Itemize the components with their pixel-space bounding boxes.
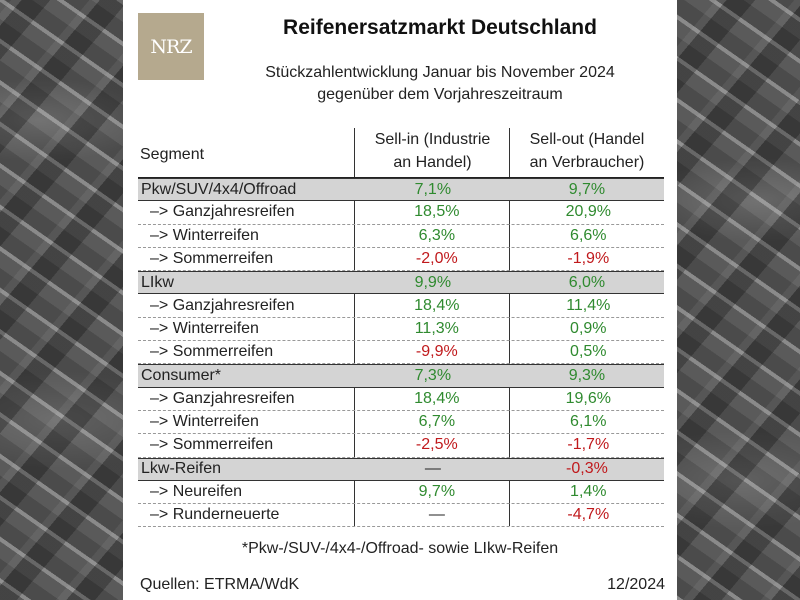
- footnote: *Pkw-/SUV-/4x4-/Offroad- sowie LIkw-Reif…: [241, 540, 559, 557]
- sell-out-cell: 6,6%: [570, 226, 607, 244]
- header-sell-in: Sell-in (Industrie an Handel): [355, 128, 510, 178]
- table-card: NRZ Reifenersatzmarkt Deutschland Stückz…: [123, 0, 677, 600]
- segment-cell: Consumer*: [141, 367, 222, 385]
- header-sell-out-line-1: Sell-out (Handel: [529, 131, 645, 148]
- table-row: –> Sommerreifen -2,0% -1,9%: [138, 248, 664, 272]
- sell-in-cell: 6,3%: [418, 226, 456, 244]
- column-divider: [509, 128, 510, 526]
- sell-in-cell: 9,9%: [414, 273, 452, 291]
- table-row: –> Ganzjahresreifen 18,4% 19,6%: [138, 388, 664, 411]
- segment-cell: –> Sommerreifen: [150, 343, 274, 361]
- sell-out-cell: 0,5%: [570, 343, 607, 361]
- sell-out-cell: 20,9%: [565, 203, 611, 221]
- sell-in-cell: 9,7%: [418, 483, 456, 500]
- column-divider: [354, 128, 355, 526]
- date: 12/2024: [607, 576, 665, 593]
- sell-in-cell: 7,3%: [414, 367, 452, 385]
- segment-cell: –> Sommerreifen: [150, 250, 274, 268]
- segment-cell: –> Ganzjahresreifen: [150, 203, 295, 221]
- segment-cell: –> Neureifen: [150, 483, 243, 500]
- table-body: Pkw/SUV/4x4/Offroad 7,1% 9,7% –> Ganzjahres…: [138, 178, 664, 528]
- sell-out-cell: 9,7%: [568, 180, 606, 198]
- category-row: Lkw-Reifen — -0,3%: [138, 457, 664, 481]
- header-sell-out-line-2: an Verbraucher): [529, 154, 645, 171]
- table-row: –> Ganzjahresreifen 18,4% 11,4%: [138, 294, 664, 318]
- segment-cell: Pkw/SUV/4x4/Offroad: [141, 180, 297, 198]
- sell-in-cell: —: [424, 460, 441, 478]
- sell-out-cell: -1,9%: [567, 250, 610, 268]
- table-row: –> Winterreifen 6,3% 6,6%: [138, 225, 664, 248]
- sell-out-cell: 6,0%: [568, 273, 606, 291]
- sell-in-cell: 6,7%: [418, 413, 456, 431]
- sell-out-cell: 9,3%: [568, 367, 606, 385]
- segment-cell: –> Ganzjahresreifen: [150, 296, 295, 314]
- logo-text: NRZ: [150, 35, 192, 58]
- subtitle-line-2: gegenüber dem Vorjahreszeitraum: [317, 86, 563, 103]
- sell-in-cell: 18,5%: [414, 203, 460, 221]
- sell-in-cell: 7,1%: [414, 180, 452, 198]
- table-row: –> Runderneuerte — -4,7%: [138, 504, 664, 528]
- nrz-logo: NRZ: [138, 13, 204, 80]
- sell-out-cell: -0,3%: [566, 460, 608, 478]
- table-row: –> Winterreifen 11,3% 0,9%: [138, 318, 664, 342]
- sell-out-cell: 0,9%: [570, 319, 607, 337]
- segment-cell: –> Winterreifen: [150, 226, 259, 244]
- segment-cell: –> Winterreifen: [150, 319, 259, 337]
- sell-in-cell: -9,9%: [415, 343, 458, 361]
- table-row: –> Winterreifen 6,7% 6,1%: [138, 411, 664, 435]
- sell-out-cell: 6,1%: [570, 413, 607, 431]
- table-row: –> Neureifen 9,7% 1,4%: [138, 481, 664, 505]
- sell-in-cell: 11,3%: [414, 319, 459, 337]
- chart-title: Reifenersatzmarkt Deutschland: [283, 16, 597, 39]
- sell-in-cell: 18,4%: [414, 389, 460, 407]
- sell-out-cell: 19,6%: [565, 389, 611, 407]
- segment-cell: Lkw-Reifen: [141, 460, 222, 478]
- segment-cell: –> Runderneuerte: [150, 506, 280, 524]
- subtitle-line-1: Stückzahlentwicklung Januar bis November…: [265, 64, 615, 81]
- table-row: –> Ganzjahresreifen 18,5% 20,9%: [138, 201, 664, 225]
- segment-cell: –> Winterreifen: [150, 413, 259, 431]
- segment-cell: –> Sommerreifen: [150, 436, 274, 454]
- header-sell-in-line-2: an Handel): [393, 154, 472, 171]
- header-sell-out: Sell-out (Handel an Verbraucher): [510, 128, 664, 178]
- sell-in-cell: -2,0%: [415, 250, 458, 268]
- segment-cell: –> Ganzjahresreifen: [150, 389, 295, 407]
- segment-cell: LIkw: [141, 273, 174, 291]
- table-row: –> Sommerreifen -9,9% 0,5%: [138, 341, 664, 365]
- table-row: –> Sommerreifen -2,5% -1,7%: [138, 434, 664, 458]
- header-segment: Segment: [140, 146, 205, 163]
- sell-in-cell: -2,5%: [415, 436, 458, 454]
- category-row: Consumer* 7,3% 9,3%: [138, 364, 664, 388]
- sources: Quellen: ETRMA/WdK: [140, 576, 300, 593]
- sell-in-cell: —: [428, 506, 445, 524]
- sell-out-cell: 11,4%: [566, 296, 611, 314]
- category-row: Pkw/SUV/4x4/Offroad 7,1% 9,7%: [138, 178, 664, 202]
- category-row: LIkw 9,9% 6,0%: [138, 271, 664, 295]
- sell-out-cell: 1,4%: [570, 483, 607, 500]
- chart-subtitle: Stückzahlentwicklung Januar bis November…: [203, 62, 677, 106]
- header-sell-in-line-1: Sell-in (Industrie: [374, 131, 491, 148]
- sell-in-cell: 18,4%: [414, 296, 460, 314]
- header-rule: [138, 177, 664, 178]
- sell-out-cell: -4,7%: [567, 506, 610, 524]
- sell-out-cell: -1,7%: [567, 436, 610, 454]
